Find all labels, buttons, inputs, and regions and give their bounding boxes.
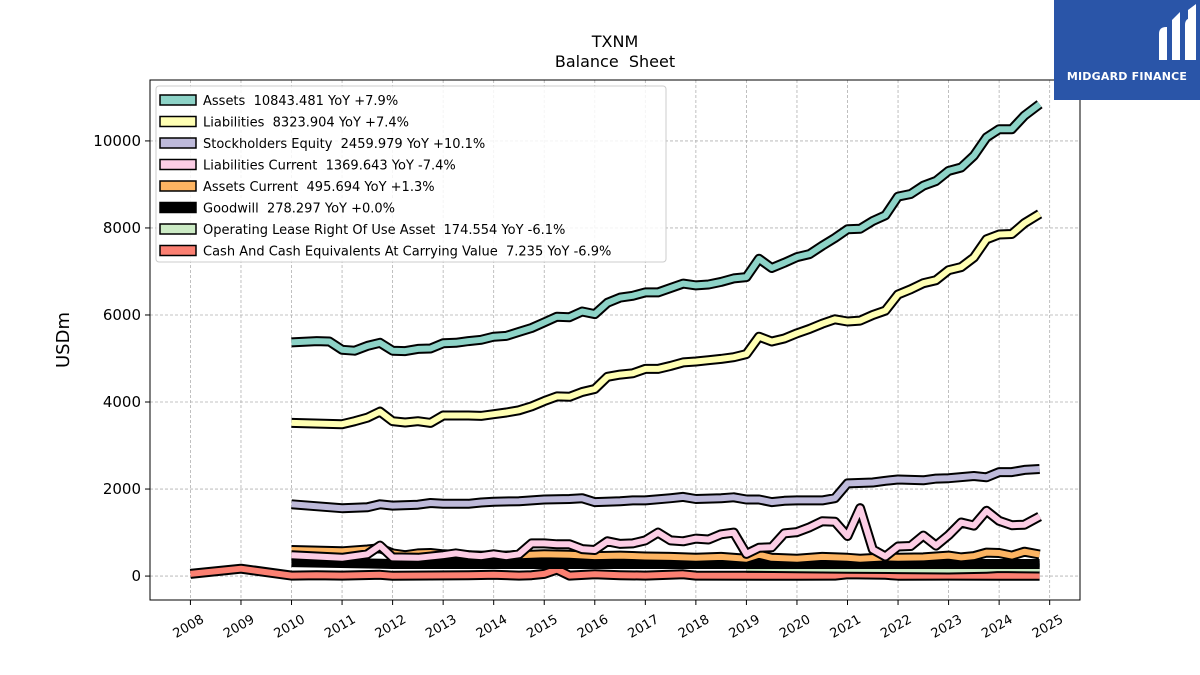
legend-label: Stockholders Equity 2459.979 YoY +10.1% — [203, 137, 485, 152]
y-tick-label: 6000 — [103, 306, 141, 324]
y-tick-label: 10000 — [93, 132, 141, 150]
series-stroke — [291, 101, 1042, 355]
series-line — [291, 503, 1042, 563]
legend-label: Assets Current 495.694 YoY +1.3% — [203, 180, 435, 195]
legend-swatch — [159, 201, 197, 214]
legend-label: Goodwill 278.297 YoY +0.0% — [203, 202, 395, 217]
series-line — [291, 464, 1040, 514]
plot-frame — [149, 79, 1081, 601]
y-tick-label: 2000 — [103, 480, 141, 498]
legend-swatch — [159, 180, 197, 192]
y-tick-label: 4000 — [103, 393, 141, 411]
legend-label: Liabilities 8323.904 YoY +7.4% — [203, 116, 409, 131]
series-line — [291, 100, 1043, 357]
legend-swatch — [159, 223, 197, 235]
legend-swatch — [159, 115, 197, 128]
series-stroke — [291, 211, 1042, 428]
series-line — [291, 209, 1043, 430]
legend-swatch — [159, 137, 197, 149]
series-stroke — [190, 565, 1040, 579]
chart-subtitle: Balance Sheet — [555, 52, 675, 71]
logo-text: MIDGARD FINANCE — [1066, 70, 1188, 83]
legend-label: Cash And Cash Equivalents At Carrying Va… — [203, 245, 611, 260]
series-stroke — [291, 559, 1040, 567]
legend-swatch — [159, 158, 197, 171]
logo-mark-icon — [1159, 4, 1196, 60]
series-line — [291, 557, 1040, 569]
series-lines — [189, 100, 1043, 581]
legend-frame — [155, 85, 667, 263]
series-stroke — [291, 466, 1040, 512]
legend-label: Liabilities Current 1369.643 YoY -7.4% — [203, 159, 456, 174]
chart-title: TXNM — [591, 32, 639, 51]
y-tick-label: 8000 — [103, 219, 141, 237]
legend-swatch — [159, 94, 197, 106]
legend: Assets 10843.481 YoY +7.9% Liabilities 83… — [155, 85, 667, 263]
y-axis-label: USDm — [53, 312, 74, 368]
brand-logo: MIDGARD FINANCE — [1054, 0, 1200, 100]
y-tick-label: 0 — [131, 567, 141, 585]
legend-label: Assets 10843.481 YoY +7.9% — [203, 94, 398, 109]
legend-label: Operating Lease Right Of Use Asset 174.5… — [203, 223, 565, 238]
series-stroke — [291, 505, 1042, 561]
series-line — [189, 563, 1040, 581]
legend-swatch — [159, 244, 197, 257]
